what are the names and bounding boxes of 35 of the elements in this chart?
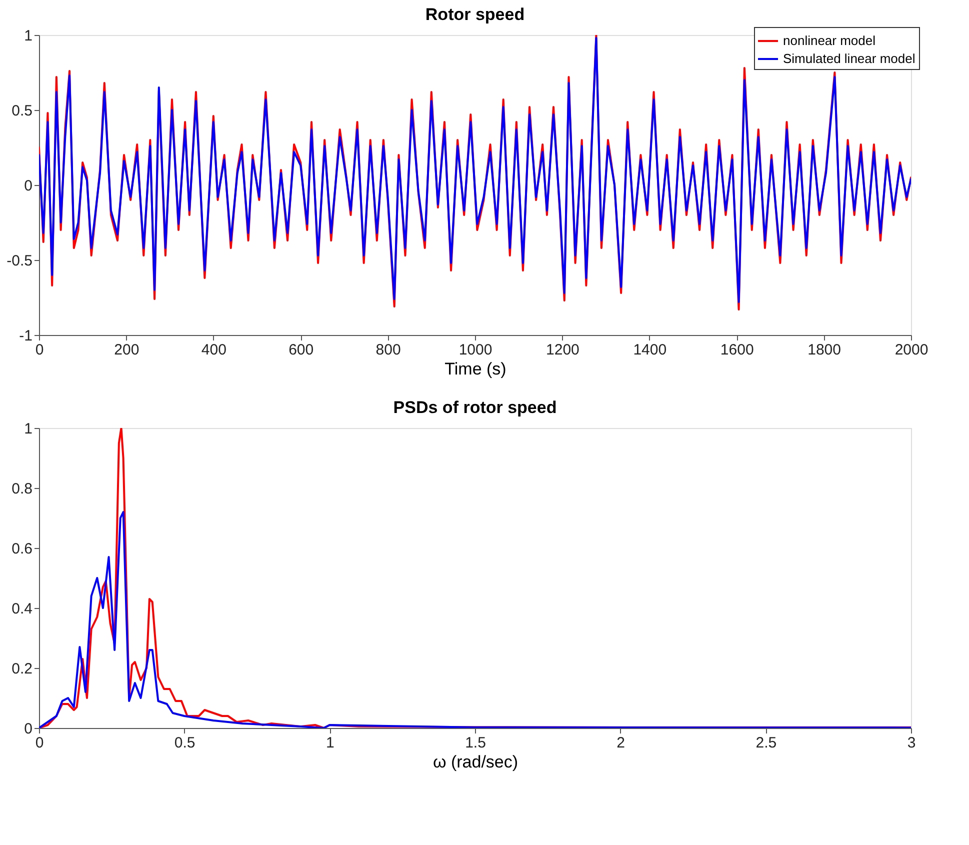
x-tick-label: 600 xyxy=(288,342,314,358)
x-tick-label: 0.5 xyxy=(174,734,196,752)
y-tick-label: 1 xyxy=(24,420,32,438)
x-tick-label: 400 xyxy=(201,342,226,358)
legend-label: Simulated linear model xyxy=(783,51,916,66)
x-tick-label: 1000 xyxy=(458,342,492,358)
y-tick-label: 0.2 xyxy=(12,660,32,678)
chart-title: PSDs of rotor speed xyxy=(393,398,557,417)
x-tick-label: 1200 xyxy=(546,342,580,358)
x-tick-label: 2 xyxy=(616,734,626,752)
x-tick-label: 2.5 xyxy=(756,734,777,752)
x-tick-label: 1400 xyxy=(633,342,667,358)
y-tick-label: 0 xyxy=(24,720,32,738)
y-tick-label: 1 xyxy=(24,28,32,44)
y-tick-label: 0.5 xyxy=(12,102,32,120)
x-tick-label: 1 xyxy=(326,734,334,752)
y-tick-label: -1 xyxy=(19,328,32,344)
x-tick-label: 0 xyxy=(35,734,44,752)
x-axis-title: ω (rad/sec) xyxy=(432,752,518,772)
x-tick-label: 1600 xyxy=(720,342,754,358)
y-tick-label: 0.8 xyxy=(12,480,32,498)
x-tick-label: 0 xyxy=(35,342,44,358)
y-tick-label: 0.6 xyxy=(12,540,32,558)
x-tick-label: 200 xyxy=(114,342,140,358)
chart-title: Rotor speed xyxy=(425,5,525,24)
x-tick-label: 1800 xyxy=(808,342,841,358)
y-tick-label: 0 xyxy=(24,178,32,194)
legend-label: nonlinear model xyxy=(783,33,876,48)
y-tick-label: 0.4 xyxy=(12,600,32,618)
x-tick-label: 3 xyxy=(907,734,916,752)
y-tick-label: -0.5 xyxy=(6,252,32,270)
x-tick-label: 800 xyxy=(376,342,401,358)
x-tick-label: 1.5 xyxy=(465,734,486,752)
x-axis-title: Time (s) xyxy=(444,360,506,378)
x-tick-label: 2000 xyxy=(894,342,928,358)
